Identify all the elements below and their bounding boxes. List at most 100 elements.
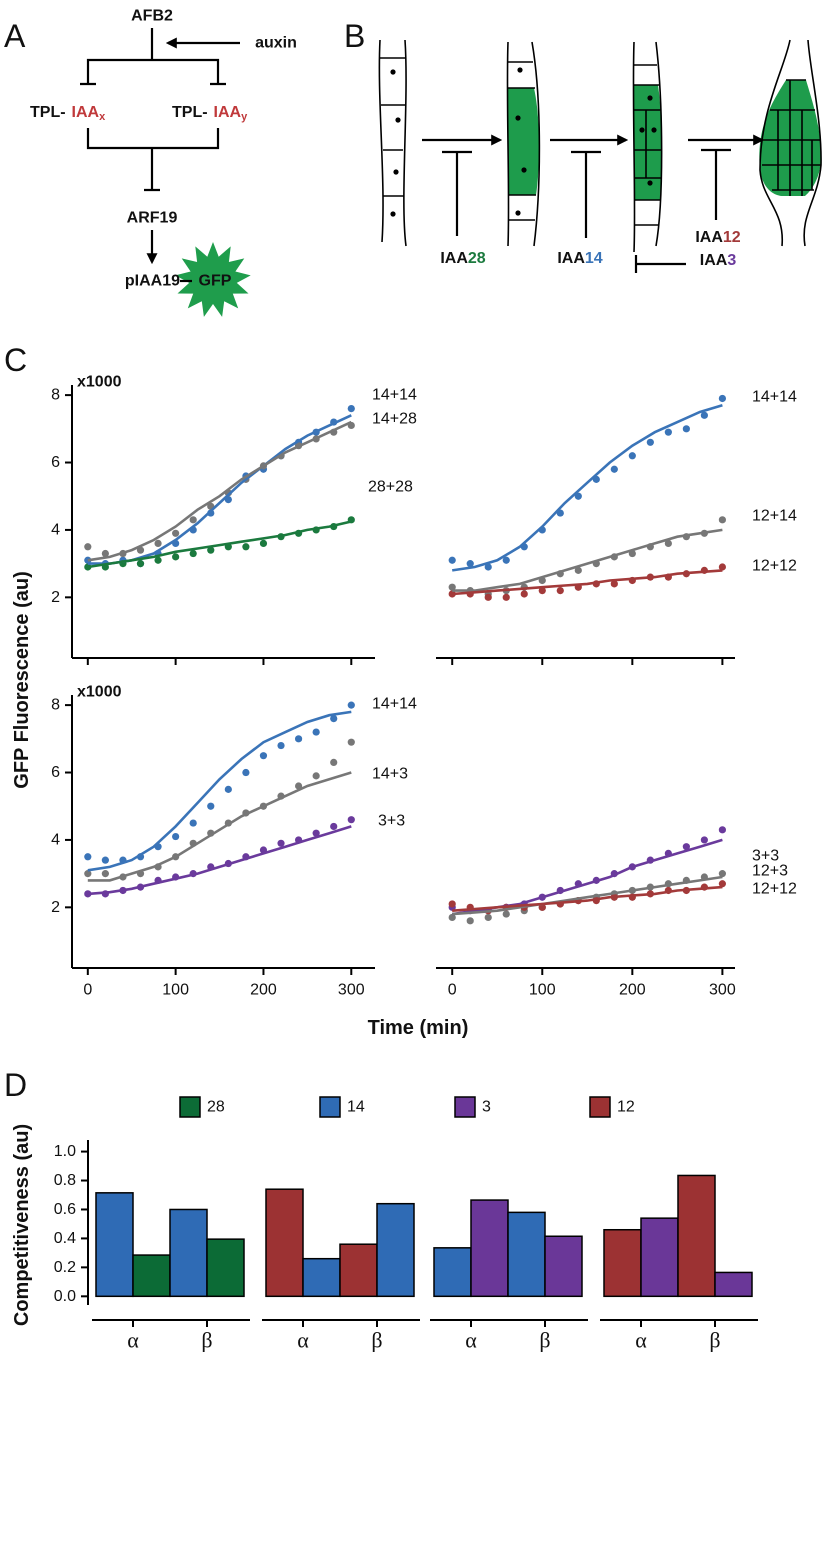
bar — [376, 1202, 415, 1298]
fit-line — [452, 403, 723, 572]
data-point — [556, 586, 564, 595]
bar — [603, 1228, 642, 1298]
panel-label: B — [344, 18, 365, 54]
series-label: 3+3 — [378, 813, 405, 830]
data-point — [718, 826, 726, 834]
cell-outline — [759, 39, 822, 247]
label-prefix: IAA — [440, 250, 468, 267]
y-tick-label: 0.6 — [54, 1201, 76, 1218]
series-label: 12+12 — [752, 881, 797, 898]
data-point — [718, 880, 726, 888]
panel-label: D — [4, 1067, 27, 1103]
data-point — [277, 741, 285, 750]
label-suffix: 3 — [727, 252, 736, 269]
x-tick-label: 100 — [529, 982, 556, 999]
label-prefix: IAA — [695, 229, 723, 246]
fit-line — [452, 885, 723, 912]
legend-swatch — [179, 1096, 201, 1118]
nucleus — [651, 127, 657, 133]
data-point — [718, 870, 726, 878]
data-point — [347, 816, 355, 824]
bar — [544, 1235, 583, 1298]
bar — [714, 1271, 753, 1298]
data-point — [520, 590, 528, 598]
data-point — [484, 593, 492, 601]
data-point — [610, 580, 618, 588]
data-point — [189, 516, 197, 524]
data-point — [101, 549, 109, 558]
data-point — [682, 843, 690, 851]
data-point — [484, 913, 492, 922]
y-tick-label: 1.0 — [54, 1143, 76, 1160]
data-point — [172, 832, 180, 841]
x-tick-label: α — [635, 1328, 647, 1353]
data-point — [330, 822, 338, 831]
series-label: 3+3 — [752, 848, 779, 865]
data-point — [101, 870, 109, 878]
inhibition-bars — [442, 148, 731, 273]
data-point — [502, 556, 510, 564]
cell-outline — [508, 88, 540, 195]
panel-label: A — [4, 18, 26, 54]
fit-line — [87, 420, 352, 562]
data-point — [259, 752, 268, 760]
data-point — [448, 583, 456, 591]
bar — [206, 1238, 245, 1298]
data-point — [664, 539, 672, 548]
y-tick-label: 6 — [51, 454, 60, 471]
fit-line — [452, 838, 723, 916]
label-suffix: 28 — [468, 250, 486, 267]
data-point — [172, 529, 180, 537]
data-point — [718, 563, 726, 571]
data-point — [312, 728, 320, 736]
data-point — [718, 394, 726, 403]
y-tick-label: 2 — [51, 589, 60, 606]
fit-line — [87, 771, 352, 882]
legend-swatch — [454, 1096, 476, 1118]
nucleus — [639, 127, 645, 133]
x-tick-label: 200 — [619, 982, 646, 999]
cell-file-1 — [378, 39, 407, 247]
label-suffix: 14 — [585, 250, 603, 267]
cell-outline — [633, 85, 663, 200]
bar — [433, 1247, 472, 1298]
x-tick-label: 200 — [250, 982, 277, 999]
iaa-subscript: y — [241, 111, 248, 123]
data-point — [466, 917, 474, 925]
cell-file-2 — [506, 41, 541, 247]
fit-line — [87, 825, 352, 896]
nucleus — [515, 210, 521, 216]
afb2-label: AFB2 — [131, 8, 173, 25]
data-point — [189, 819, 197, 827]
iaa-label: IAA — [72, 104, 100, 121]
data-point — [682, 425, 690, 433]
iaa3-label: IAA3 — [700, 252, 737, 269]
gfp-label: GFP — [199, 273, 232, 290]
legend-label: 14 — [347, 1099, 365, 1116]
inhibition-bracket — [86, 128, 220, 192]
iaa28-label: IAA28 — [440, 250, 485, 267]
data-point — [466, 560, 474, 568]
fit-line — [452, 569, 723, 596]
nucleus — [515, 115, 521, 121]
iaa-subscript: x — [99, 111, 106, 123]
data-point — [718, 516, 726, 524]
data-point — [502, 910, 510, 918]
fit-line — [452, 528, 723, 592]
data-point — [502, 593, 510, 601]
tpl-label: TPL- — [30, 104, 66, 121]
x-tick-label: 300 — [338, 982, 365, 999]
tpl-iaa-y: TPL- IAAy — [172, 104, 248, 124]
bar — [507, 1211, 546, 1298]
cell-outline — [632, 41, 663, 253]
y-tick-label: 2 — [51, 899, 60, 916]
y-axis-title: GFP Fluorescence (au) — [11, 571, 33, 788]
panel-label: C — [4, 342, 27, 378]
data-point — [136, 560, 145, 568]
data-point — [628, 452, 636, 460]
bar — [169, 1208, 208, 1298]
nucleus — [521, 167, 527, 173]
fit-line — [87, 414, 352, 565]
bar — [677, 1174, 716, 1298]
